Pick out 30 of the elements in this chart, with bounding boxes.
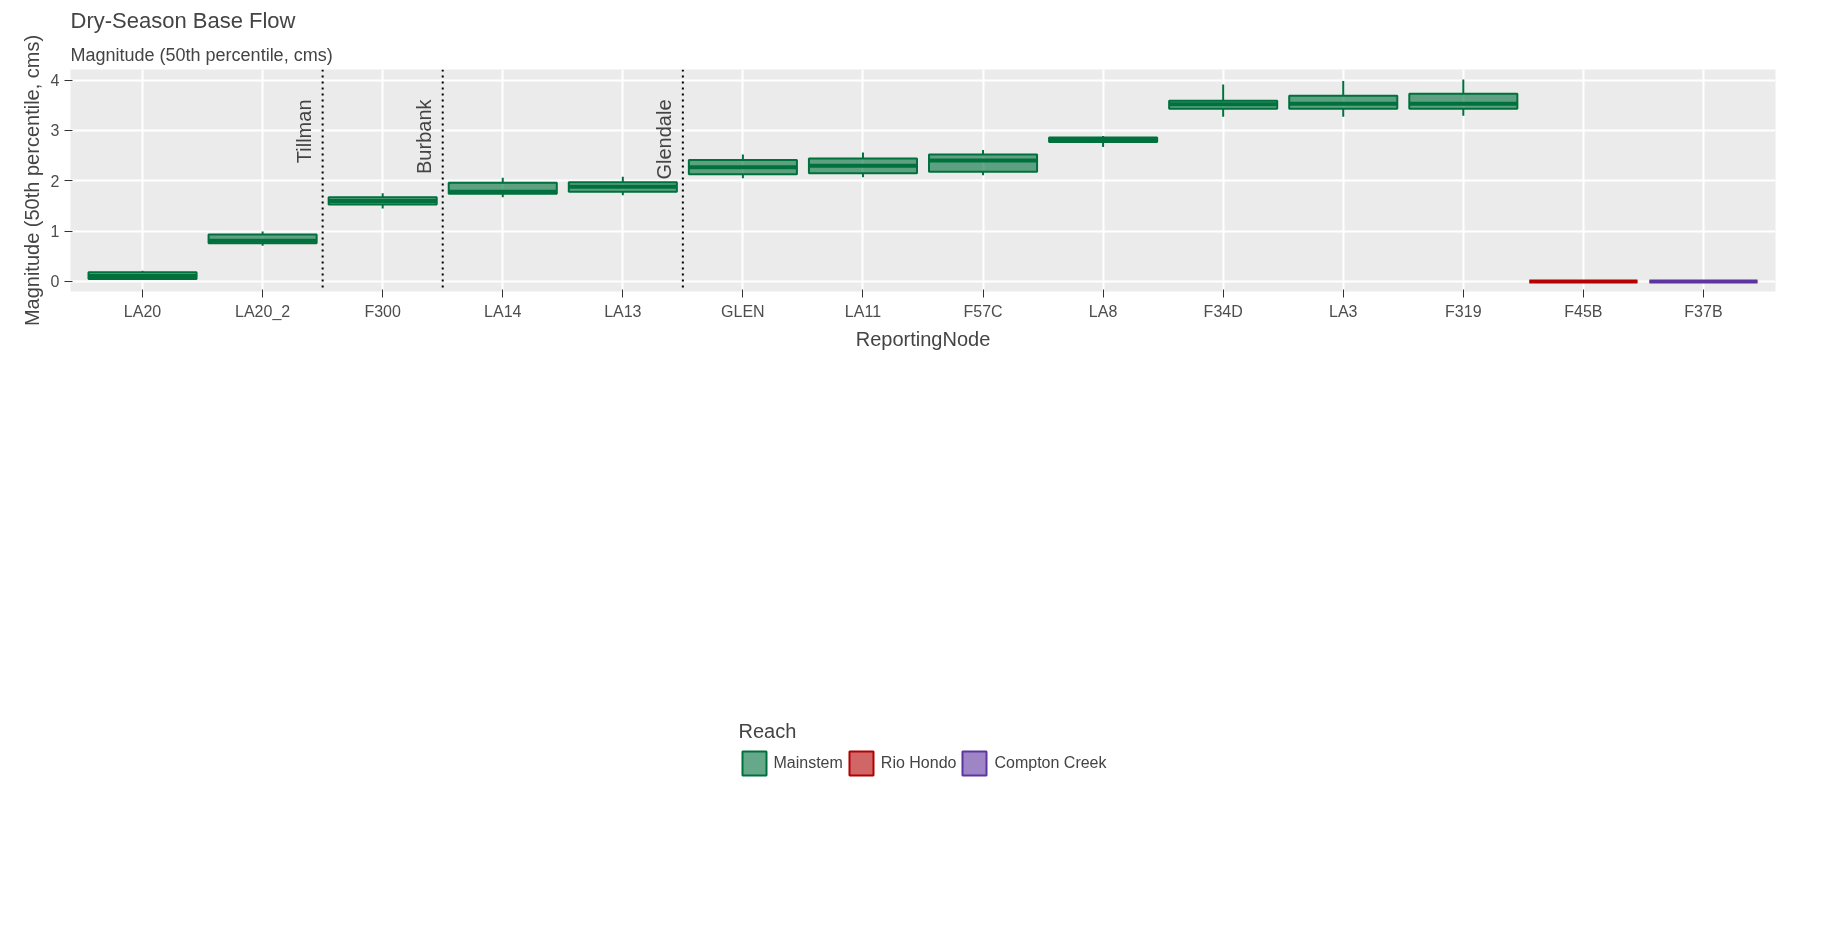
annotation: Glendale [652,99,675,180]
legend-label: Rio Hondo [880,753,957,772]
x-tick-label: F45B [1564,302,1603,320]
y-tick-label: 0 [50,273,60,291]
annotation: Burbank [412,98,435,174]
y-tick-label: 1 [50,223,60,241]
x-tick-label: F37B [1684,302,1723,320]
x-tick-label: LA13 [604,302,642,320]
y-axis-title: Magnitude (50th percentile, cms) [20,34,43,327]
x-tick-label: F300 [364,302,402,320]
y-tick-label: 2 [50,172,60,190]
x-tick-label: LA20_2 [235,302,291,321]
x-tick-label: F57C [963,302,1003,320]
legend-label: Compton Creek [994,753,1107,772]
x-axis-title: ReportingNode [855,327,991,350]
legend-label: Mainstem [773,753,843,772]
legend-title: Reach [738,719,798,743]
x-tick-label: LA3 [1329,302,1358,320]
x-tick-label: LA8 [1088,302,1118,320]
chart-subtitle: Magnitude (50th percentile, cms) [70,44,333,65]
y-tick-label: 3 [50,122,60,140]
x-tick-label: F34D [1203,302,1243,320]
x-tick-label: LA11 [844,302,882,320]
annotation: Tillman [292,99,315,164]
x-tick-label: F319 [1445,302,1482,320]
x-tick-label: LA14 [484,302,522,320]
chart-title: Dry-Season Base Flow [70,7,296,33]
y-tick-label: 4 [50,72,60,90]
x-tick-label: GLEN [721,302,765,320]
x-tick-label: LA20 [123,302,162,320]
